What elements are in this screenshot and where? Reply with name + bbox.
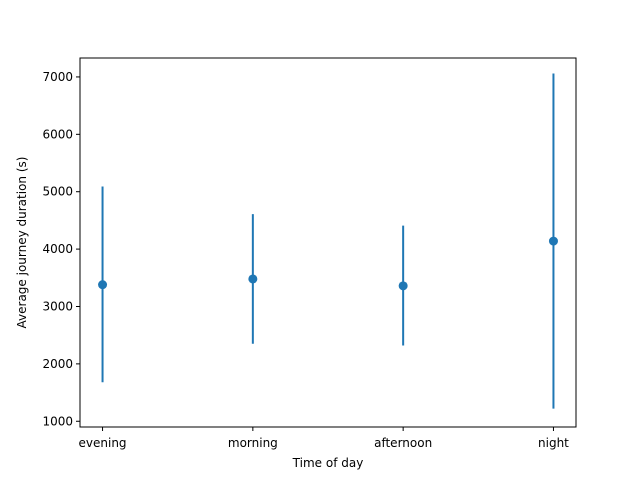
mean-point-night [548,236,558,246]
x-tick-label-afternoon: afternoon [374,436,432,450]
y-tick-label-6000: 6000 [42,127,73,141]
y-tick-label-7000: 7000 [42,70,73,84]
y-axis-label: Average journey duration (s) [15,157,29,329]
y-tick-label-4000: 4000 [42,242,73,256]
x-axis-label: Time of day [292,456,364,470]
y-tick-label-2000: 2000 [42,357,73,371]
y-tick-label-3000: 3000 [42,299,73,313]
y-tick-label-1000: 1000 [42,414,73,428]
chart-marks [98,73,558,409]
mean-point-morning [248,274,258,284]
x-tick-label-morning: morning [228,436,278,450]
x-axis-ticks: evening morning afternoon night [79,427,569,450]
y-tick-label-5000: 5000 [42,185,73,199]
mean-point-evening [98,280,108,290]
mean-point-afternoon [398,281,408,291]
x-tick-label-night: night [538,436,569,450]
plot-area-frame [79,57,577,428]
y-axis-ticks: 1000 2000 3000 4000 5000 6000 7000 [42,70,80,428]
x-tick-label-evening: evening [79,436,127,450]
